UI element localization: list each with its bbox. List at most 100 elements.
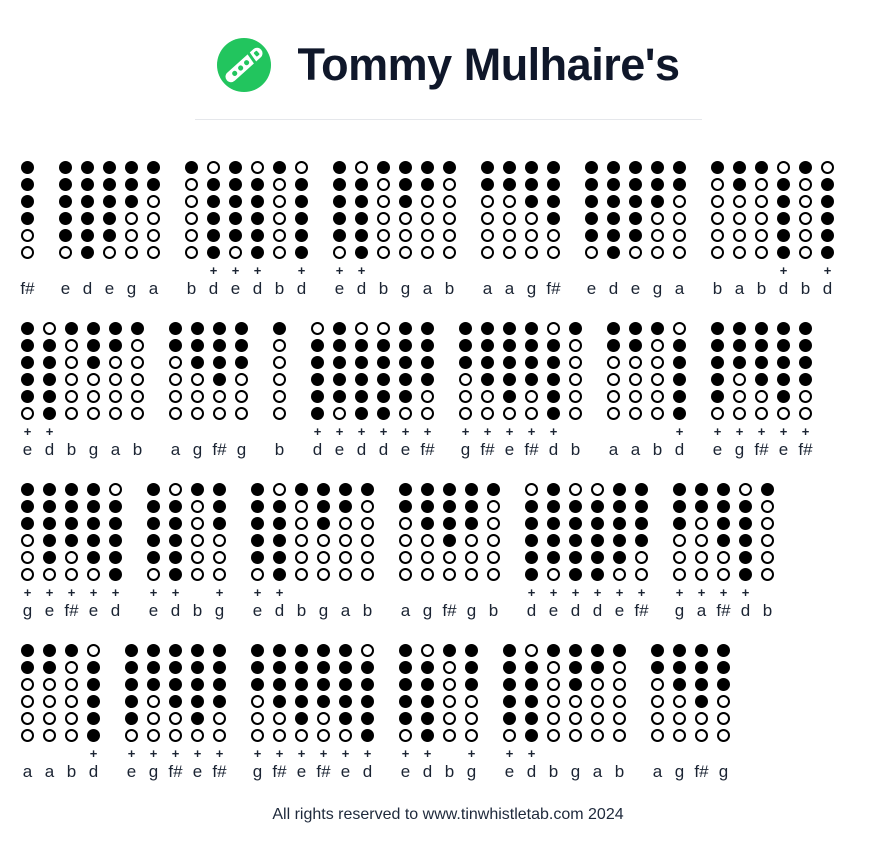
note-letter: d: [274, 601, 285, 620]
hole-filled-icon: [739, 534, 752, 547]
note-column: +e: [103, 161, 116, 299]
hole-filled-icon: [339, 695, 352, 708]
hole-open-icon: [503, 195, 516, 208]
tab-row: +a+a+b+d+e+g+f#+e+f#+g+f#+e+f#+e+d+e+d+b…: [21, 644, 886, 782]
hole-open-icon: [569, 339, 582, 352]
hole-filled-icon: [487, 483, 500, 496]
hole-open-icon: [147, 195, 160, 208]
hole-open-icon: [799, 407, 812, 420]
hole-open-icon: [547, 695, 560, 708]
hole-filled-icon: [229, 178, 242, 191]
note-letter: a: [696, 601, 707, 620]
hole-open-icon: [87, 390, 100, 403]
hole-filled-icon: [87, 695, 100, 708]
hole-filled-icon: [503, 390, 516, 403]
hole-filled-icon: [755, 339, 768, 352]
hole-open-icon: [443, 568, 456, 581]
hole-open-icon: [339, 551, 352, 564]
hole-open-icon: [695, 534, 708, 547]
hole-open-icon: [377, 246, 390, 259]
hole-filled-icon: [235, 339, 248, 352]
hole-open-icon: [213, 568, 226, 581]
hole-filled-icon: [169, 695, 182, 708]
hole-filled-icon: [43, 339, 56, 352]
hole-filled-icon: [399, 483, 412, 496]
hole-filled-icon: [207, 246, 220, 259]
hole-filled-icon: [147, 517, 160, 530]
hole-open-icon: [547, 661, 560, 674]
hole-filled-icon: [273, 644, 286, 657]
note-column: +a: [733, 161, 746, 299]
hole-open-icon: [673, 551, 686, 564]
hole-filled-icon: [585, 161, 598, 174]
note-letter: e: [504, 762, 515, 781]
hole-open-icon: [613, 729, 626, 742]
hole-open-icon: [481, 212, 494, 225]
hole-open-icon: [21, 712, 34, 725]
hole-open-icon: [799, 178, 812, 191]
note-letter: b: [192, 601, 203, 620]
measure-group: +e+d+e+g+a: [585, 161, 686, 299]
hole-filled-icon: [711, 356, 724, 369]
hole-open-icon: [525, 212, 538, 225]
hole-filled-icon: [399, 195, 412, 208]
note-column: +b: [185, 161, 198, 299]
octave-plus-mark: +: [297, 263, 306, 278]
hole-filled-icon: [651, 178, 664, 191]
hole-filled-icon: [569, 534, 582, 547]
hole-filled-icon: [717, 483, 730, 496]
hole-filled-icon: [251, 178, 264, 191]
note-column: +a: [147, 161, 160, 299]
hole-filled-icon: [399, 356, 412, 369]
hole-filled-icon: [673, 517, 686, 530]
hole-open-icon: [185, 229, 198, 242]
hole-filled-icon: [109, 500, 122, 513]
note-column: +g: [87, 322, 100, 460]
hole-filled-icon: [295, 483, 308, 496]
note-letter: a: [608, 440, 619, 459]
hole-open-icon: [591, 695, 604, 708]
hole-filled-icon: [317, 678, 330, 691]
hole-open-icon: [799, 195, 812, 208]
hole-open-icon: [251, 161, 264, 174]
octave-plus-mark: +: [741, 585, 750, 600]
hole-filled-icon: [295, 212, 308, 225]
hole-open-icon: [213, 551, 226, 564]
hole-filled-icon: [43, 373, 56, 386]
hole-filled-icon: [191, 356, 204, 369]
hole-filled-icon: [355, 339, 368, 352]
hole-filled-icon: [213, 695, 226, 708]
hole-open-icon: [421, 551, 434, 564]
hole-filled-icon: [761, 483, 774, 496]
hole-open-icon: [821, 161, 834, 174]
note-column: +a: [673, 161, 686, 299]
measure-group: + g + f# + e + f# + e + d: [251, 644, 374, 782]
measure-group: +a+a+b+d: [21, 644, 100, 782]
hole-filled-icon: [399, 390, 412, 403]
note-letter: d: [356, 279, 367, 298]
hole-open-icon: [251, 568, 264, 581]
hole-open-icon: [251, 695, 264, 708]
hole-filled-icon: [81, 161, 94, 174]
note-column: +b: [569, 322, 582, 460]
hole-filled-icon: [21, 390, 34, 403]
note-column: +b: [443, 161, 456, 299]
hole-filled-icon: [213, 356, 226, 369]
hole-filled-icon: [739, 500, 752, 513]
hole-open-icon: [43, 695, 56, 708]
hole-filled-icon: [87, 551, 100, 564]
hole-filled-icon: [273, 161, 286, 174]
hole-filled-icon: [317, 483, 330, 496]
hole-open-icon: [235, 390, 248, 403]
hole-filled-icon: [635, 483, 648, 496]
note-column: +e: [503, 322, 516, 460]
hole-filled-icon: [547, 195, 560, 208]
note-column: +f#: [212, 322, 227, 460]
hole-filled-icon: [695, 483, 708, 496]
hole-open-icon: [43, 678, 56, 691]
hole-filled-icon: [569, 661, 582, 674]
hole-open-icon: [481, 229, 494, 242]
hole-filled-icon: [295, 229, 308, 242]
note-column: +d: [421, 644, 434, 782]
hole-open-icon: [295, 568, 308, 581]
